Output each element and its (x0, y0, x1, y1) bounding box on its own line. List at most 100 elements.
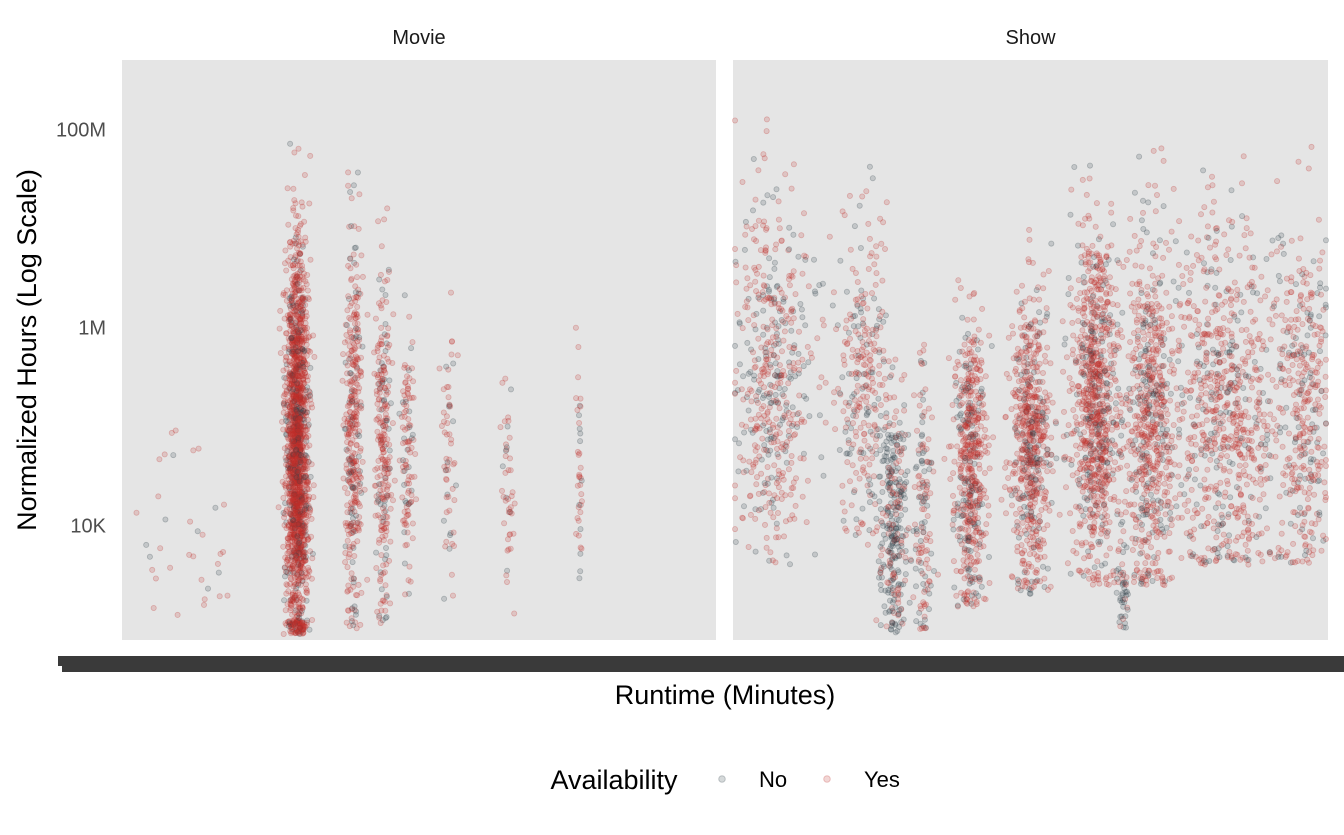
point-yes (381, 508, 388, 515)
point-yes (355, 388, 362, 395)
point-yes (860, 419, 867, 426)
point-yes (1002, 484, 1009, 491)
point-yes (447, 403, 454, 410)
point-yes (750, 463, 757, 470)
point-no (921, 616, 928, 623)
point-no (309, 550, 316, 557)
point-no (898, 512, 905, 519)
point-yes (763, 128, 770, 135)
point-yes (752, 415, 759, 422)
point-yes (290, 351, 297, 358)
point-yes (288, 380, 295, 387)
point-yes (454, 352, 461, 359)
point-no (892, 525, 899, 532)
point-yes (801, 210, 808, 217)
point-no (756, 386, 763, 393)
point-yes (895, 599, 902, 606)
point-yes (750, 349, 757, 356)
point-yes (842, 325, 849, 332)
point-no (879, 519, 886, 526)
point-no (852, 312, 859, 319)
point-yes (917, 391, 924, 398)
point-no (777, 421, 784, 428)
point-yes (198, 576, 205, 583)
point-no (378, 360, 385, 367)
point-no (399, 457, 406, 464)
point-yes (293, 318, 300, 325)
point-no (859, 505, 866, 512)
point-yes (280, 494, 287, 501)
point-yes (296, 361, 303, 368)
point-yes (306, 200, 313, 207)
point-yes (306, 442, 313, 449)
point-yes (302, 581, 309, 588)
point-yes (384, 470, 391, 477)
point-yes (298, 610, 305, 617)
point-no (298, 409, 305, 416)
point-no (768, 474, 775, 481)
point-no (359, 343, 366, 350)
point-yes (854, 382, 861, 389)
point-yes (305, 512, 312, 519)
point-no (799, 314, 806, 321)
point-yes (399, 494, 406, 501)
point-yes (351, 320, 358, 327)
point-yes (286, 403, 293, 410)
point-no (971, 460, 978, 467)
point-yes (839, 482, 846, 489)
point-no (773, 186, 780, 193)
point-no (851, 223, 858, 230)
point-no (898, 542, 905, 549)
point-yes (357, 621, 364, 628)
point-yes (281, 445, 288, 452)
point-no (1044, 565, 1051, 572)
point-yes (354, 397, 361, 404)
point-no (921, 468, 928, 475)
point-yes (379, 480, 386, 487)
point-yes (310, 332, 317, 339)
point-yes (766, 499, 773, 506)
point-yes (1036, 296, 1043, 303)
point-no (296, 497, 303, 504)
point-yes (954, 358, 961, 365)
point-yes (935, 571, 942, 578)
point-no (920, 581, 927, 588)
point-yes (785, 427, 792, 434)
point-no (577, 430, 584, 437)
point-yes (964, 350, 971, 357)
point-no (805, 359, 812, 366)
point-yes (281, 514, 288, 521)
point-yes (296, 575, 303, 582)
point-yes (744, 275, 751, 282)
point-yes (876, 362, 883, 369)
point-yes (970, 341, 977, 348)
point-yes (293, 342, 300, 349)
point-yes (575, 374, 582, 381)
point-yes (344, 362, 351, 369)
point-no (783, 402, 790, 409)
point-yes (776, 225, 783, 232)
point-yes (857, 354, 864, 361)
point-no (871, 493, 878, 500)
point-yes (346, 327, 353, 334)
point-yes (879, 510, 886, 517)
point-yes (964, 316, 971, 323)
point-no (986, 554, 993, 561)
point-yes (846, 192, 853, 199)
point-no (893, 516, 900, 523)
point-no (775, 323, 782, 330)
point-no (865, 488, 872, 495)
point-no (837, 257, 844, 264)
point-no (812, 551, 819, 558)
point-yes (779, 348, 786, 355)
point-yes (299, 458, 306, 465)
point-yes (919, 625, 926, 632)
point-no (853, 516, 860, 523)
point-yes (788, 452, 795, 459)
point-yes (306, 568, 313, 575)
point-yes (350, 340, 357, 347)
point-yes (974, 551, 981, 558)
point-yes (767, 339, 774, 346)
point-yes (985, 442, 992, 449)
